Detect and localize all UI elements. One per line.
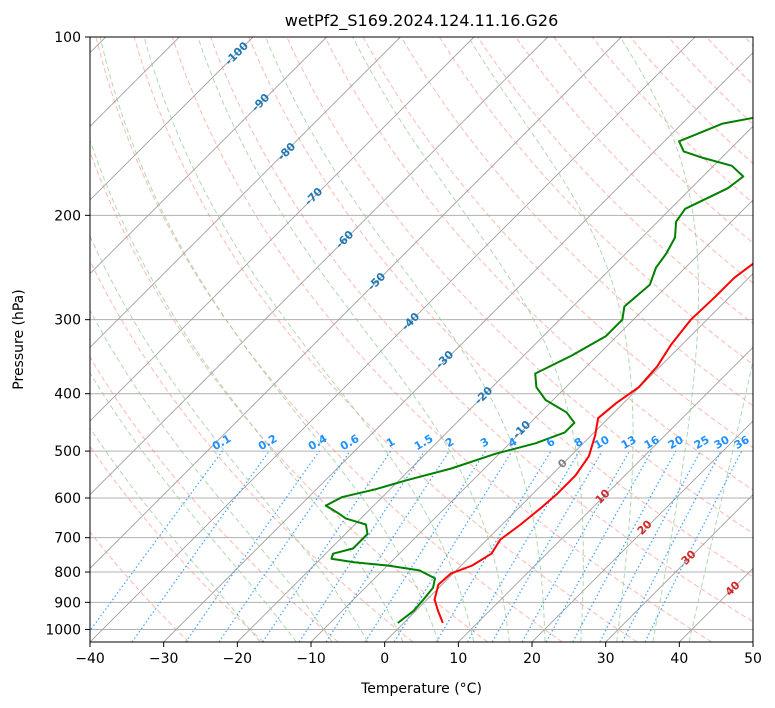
x-tick-label: 20 <box>523 651 541 667</box>
temperature-profile-line <box>433 262 753 624</box>
moist-adiabat-line <box>90 427 261 642</box>
isotherm-line <box>90 37 696 642</box>
moist-adiabat-line <box>90 309 333 642</box>
isotherm-line <box>458 346 753 642</box>
dry-adiabat-line <box>133 37 638 642</box>
background-lines <box>90 37 753 642</box>
x-tick-label: −30 <box>149 651 179 667</box>
y-tick-label: 400 <box>54 387 81 403</box>
y-tick-label: 500 <box>54 444 81 460</box>
moist-adiabat-line <box>90 235 369 642</box>
mixing-ratio-line <box>393 450 513 642</box>
moist-adiabat-line <box>90 138 404 642</box>
y-tick-label: 200 <box>54 208 81 224</box>
y-tick-label: 100 <box>54 30 81 46</box>
y-tick-label: 600 <box>54 491 81 507</box>
y-axis: 100 200 300 400 500 600 700 800 900 1000 <box>45 30 90 638</box>
moist-adiabat-line <box>619 37 699 642</box>
mixing-ratio-line <box>298 450 425 642</box>
dry-adiabat-line <box>90 356 339 642</box>
dry-adiabat-line <box>171 37 712 642</box>
x-tick-label: −20 <box>223 651 253 667</box>
dry-adiabat-line <box>90 531 190 642</box>
moist-adiabat-line <box>90 371 297 642</box>
y-axis-title: Pressure (hPa) <box>11 289 27 389</box>
mixing-ratio-line <box>521 450 631 642</box>
isotherm-line <box>237 125 753 642</box>
dewpoint-profile-line <box>324 116 753 624</box>
x-tick-label: −40 <box>75 651 105 667</box>
y-tick-label: 1000 <box>45 622 81 638</box>
mixing-ratio-line <box>262 450 392 642</box>
isotherm-line <box>163 52 753 642</box>
isotherm-line <box>384 273 753 642</box>
dry-adiabat-line <box>90 150 488 642</box>
x-axis-title: Temperature (°C) <box>360 681 482 697</box>
moist-adiabat-line <box>352 37 584 642</box>
isotherm-line <box>90 37 475 422</box>
dry-adiabat-line <box>248 37 753 578</box>
mixing-ratio-line <box>644 450 743 642</box>
moist-adiabat-line <box>265 37 546 642</box>
x-tick-label: 40 <box>670 651 688 667</box>
dry-adiabat-line <box>324 37 753 491</box>
isotherm-line <box>90 37 548 496</box>
moist-adiabat-line <box>197 37 510 642</box>
isotherm-line <box>90 37 327 275</box>
plot-frame <box>89 36 754 643</box>
dry-adiabat-line <box>400 37 753 407</box>
x-tick-label: −10 <box>296 651 326 667</box>
dry-adiabat-line <box>515 37 753 284</box>
isotherm-line <box>531 420 753 642</box>
profile-lines <box>324 116 753 624</box>
x-tick-label: 30 <box>597 651 615 667</box>
dry-adiabat-line <box>90 445 264 642</box>
x-tick-label: 10 <box>449 651 467 667</box>
x-tick-label: 0 <box>380 651 389 667</box>
mixing-ratio-line <box>185 450 320 642</box>
mixing-ratio-line <box>572 450 677 642</box>
y-tick-label: 800 <box>54 565 81 581</box>
mixing-ratio-line <box>90 450 223 632</box>
isotherm-line <box>90 37 622 569</box>
x-axis: −40 −30 −20 −10 0 10 20 30 40 50 <box>75 642 762 667</box>
dry-adiabat-line <box>210 37 753 623</box>
dry-adiabat-line <box>95 37 563 642</box>
mixing-ratio-line <box>545 450 653 642</box>
moist-adiabat-line <box>99 37 439 642</box>
moist-adiabat-line <box>143 37 475 642</box>
isotherm-line <box>605 494 753 642</box>
y-tick-label: 900 <box>54 595 81 611</box>
chart-title: wetPf2_S169.2024.124.11.16.G26 <box>285 11 559 31</box>
isotherm-line <box>90 37 401 348</box>
y-tick-label: 300 <box>54 313 81 329</box>
dry-adiabat-line <box>90 259 414 642</box>
isotherm-line <box>90 37 254 201</box>
moist-adiabat-line <box>688 358 753 642</box>
y-tick-label: 700 <box>54 531 81 547</box>
mixing-ratio-line <box>218 450 351 642</box>
x-tick-label: 50 <box>744 651 762 667</box>
mixing-ratio-line <box>131 450 270 642</box>
